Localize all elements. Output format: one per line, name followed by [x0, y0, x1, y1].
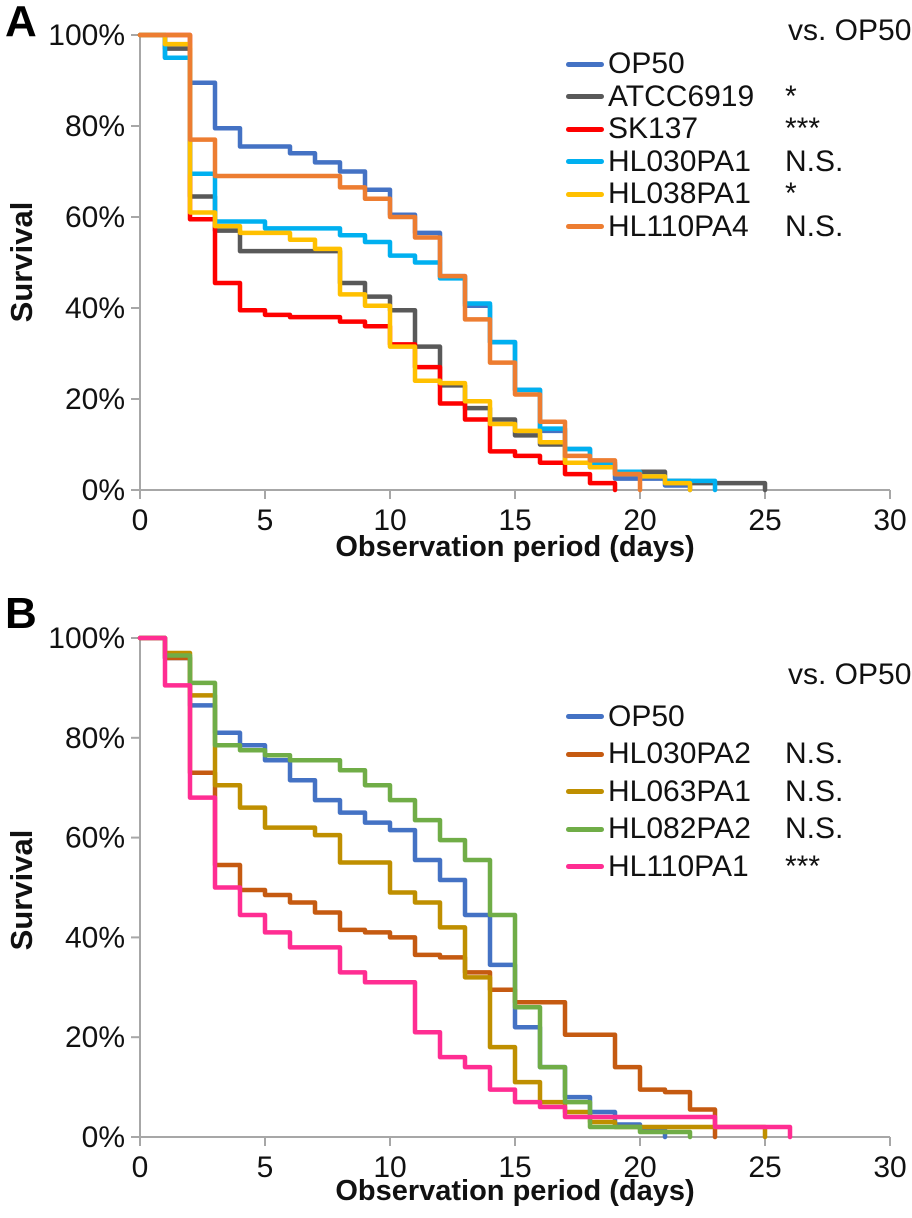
legend-row-HL038PA1: HL038PA1 * [566, 177, 911, 211]
panel-a-label: A [5, 0, 37, 46]
legend-series-name: HL110PA1 [608, 849, 749, 883]
legend-rows: OP50 ATCC6919 * SK137 *** HL030PA1 N.S. HL038PA… [566, 47, 911, 244]
significance-label: N.S. [785, 737, 844, 771]
significance-label: * [785, 79, 797, 113]
x-tick-label: 30 [873, 1151, 906, 1184]
legend-series-name: HL030PA1 [608, 144, 751, 178]
legend-series-name: SK137 [608, 112, 699, 146]
legend-line-icon [566, 126, 604, 132]
x-tick-label: 25 [748, 504, 781, 537]
survival-chart-panel-b: 100% 80% 60% 40% 20% 0%0 5 10 15 20 25 30 [48, 622, 906, 1184]
y-tick-label: 40% [65, 292, 125, 325]
panel-b-x-axis-title: Observation period (days) [335, 1175, 695, 1207]
x-tick-label: 0 [132, 504, 149, 537]
significance-label: N.S. [785, 812, 844, 846]
significance-label: N.S. [785, 144, 844, 178]
x-tick-label: 15 [498, 504, 531, 537]
legend-line-icon [566, 191, 604, 197]
y-tick-label: 100% [48, 622, 125, 655]
legend-series-name: HL030PA2 [608, 737, 751, 771]
x-tick-label: 5 [257, 504, 274, 537]
legend-row-ATCC6919: ATCC6919 * [566, 79, 911, 114]
legend-row-HL030PA2: HL030PA2 N.S. [566, 736, 911, 774]
legend-line-icon [566, 94, 604, 100]
legend-line-icon [566, 714, 604, 720]
legend-rows: OP50 HL030PA2 N.S. HL063PA1 N.S. HL082PA2 N.S.… [566, 698, 911, 886]
series-HL110PA1 [137, 635, 793, 1140]
legend-series-name: ATCC6919 [608, 79, 755, 113]
significance-label: *** [785, 112, 821, 146]
panel-a-x-axis-title: Observation period (days) [335, 531, 695, 563]
legend-series-name: OP50 [608, 47, 685, 81]
y-tick-label: 60% [65, 201, 125, 234]
y-tick-label: 80% [65, 110, 125, 143]
series-OP50 [137, 635, 668, 1140]
legend-row-HL082PA2: HL082PA2 N.S. [566, 811, 911, 849]
y-tick-label: 0% [82, 474, 125, 507]
x-tick-label: 20 [623, 1151, 656, 1184]
legend-line-icon [566, 61, 604, 67]
x-tick-label: 30 [873, 504, 906, 537]
legend-series-name: HL063PA1 [608, 774, 751, 808]
legend-row-OP50: OP50 [566, 698, 911, 736]
x-tick-label: 0 [132, 1151, 149, 1184]
legend-panel-b: vs. OP50 OP50 HL030PA2 N.S. HL063PA1 N.S. HL0… [566, 658, 911, 886]
significance-label: N.S. [785, 209, 844, 243]
legend-line-icon [566, 864, 604, 870]
x-tick-label: 20 [623, 504, 656, 537]
x-tick-label: 10 [373, 504, 406, 537]
survival-chart-panel-a: 100% 80% 60% 40% 20% 0%0 5 10 15 20 25 30 [48, 19, 906, 537]
legend-row-SK137: SK137 *** [566, 112, 911, 146]
y-tick-label: 100% [48, 19, 125, 52]
legend-line-icon [566, 789, 604, 795]
legend-line-icon [566, 751, 604, 757]
legend-panel-a: vs. OP50 OP50 ATCC6919 * SK137 *** HL030PA1 N.… [566, 14, 911, 243]
legend-series-name: HL038PA1 [608, 177, 751, 211]
series-HL030PA2 [137, 635, 718, 1140]
legend-series-name: HL110PA4 [608, 209, 749, 243]
y-tick-label: 20% [65, 383, 125, 416]
series-HL082PA2 [137, 635, 693, 1140]
significance-label: *** [785, 849, 821, 883]
y-tick-label: 40% [65, 921, 125, 954]
y-tick-label: 80% [65, 722, 125, 755]
legend-header-vs-op50: vs. OP50 [788, 14, 912, 47]
legend-series-name: OP50 [608, 699, 685, 733]
panel-b-label: B [5, 589, 37, 638]
legend-series-name: HL082PA2 [608, 812, 751, 846]
legend-row-HL063PA1: HL063PA1 N.S. [566, 773, 911, 811]
y-tick-label: 20% [65, 1021, 125, 1054]
series-HL110PA4 [137, 32, 643, 493]
legend-row-HL110PA1: HL110PA1 *** [566, 848, 911, 886]
x-tick-label: 10 [373, 1151, 406, 1184]
series-SK137 [137, 32, 618, 493]
y-tick-label: 60% [65, 822, 125, 855]
legend-header-vs-op50: vs. OP50 [788, 658, 912, 691]
legend-row-HL030PA1: HL030PA1 N.S. [566, 144, 911, 179]
x-tick-label: 15 [498, 1151, 531, 1184]
legend-line-icon [566, 826, 604, 832]
y-tick-label: 0% [82, 1121, 125, 1154]
x-tick-label: 5 [257, 1151, 274, 1184]
legend-line-icon [566, 159, 604, 165]
x-tick-label: 25 [748, 1151, 781, 1184]
legend-row-HL110PA4: HL110PA4 N.S. [566, 209, 911, 244]
significance-label: * [785, 177, 797, 211]
significance-label: N.S. [785, 774, 844, 808]
legend-row-OP50: OP50 [566, 47, 911, 81]
legend-line-icon [566, 224, 604, 230]
